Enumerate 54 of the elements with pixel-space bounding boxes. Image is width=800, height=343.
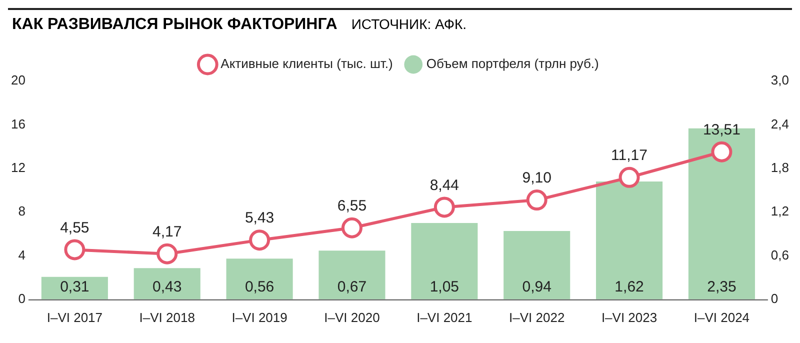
chart-title: КАК РАЗВИВАЛСЯ РЫНОК ФАКТОРИНГА — [12, 16, 338, 34]
bar — [596, 181, 663, 300]
y-tick-label: 12 — [10, 160, 26, 175]
data-label: 1,05 — [430, 278, 460, 296]
bar — [411, 222, 478, 300]
x-tick-label: I–VI 2024 — [694, 310, 750, 325]
y2-tick-label: 0 — [770, 290, 778, 306]
bar — [134, 268, 200, 300]
point — [64, 239, 86, 260]
point — [249, 230, 270, 251]
y-tick-label: 0 — [18, 290, 26, 306]
legend-label: Объем портфеля (трлн руб.) — [426, 56, 599, 72]
bar — [318, 250, 386, 300]
bar — [226, 258, 293, 300]
point — [711, 141, 732, 162]
y-tick-label: 20 — [10, 72, 26, 88]
y2-tick-label: 3,0 — [770, 72, 790, 88]
x-tick-label: I–VI 2023 — [601, 310, 658, 325]
y-tick-label: 4 — [18, 247, 26, 262]
point — [618, 166, 640, 188]
chart-subtitle: ИСТОЧНИК: АФК. — [351, 16, 467, 32]
point — [526, 190, 548, 211]
data-label: 1,62 — [614, 278, 644, 296]
point — [434, 196, 455, 218]
data-label: 6,55 — [337, 198, 367, 215]
data-label: 0,94 — [522, 278, 552, 296]
x-tick-label: I–VI 2021 — [416, 310, 472, 325]
y2-tick-label: 2,4 — [770, 116, 790, 132]
data-label: 13,51 — [702, 122, 740, 139]
data-label: 0,56 — [244, 278, 274, 296]
y-tick-label: 16 — [10, 116, 26, 132]
data-label: 8,44 — [430, 176, 460, 194]
point — [156, 243, 178, 264]
x-tick-label: I–VI 2022 — [509, 310, 565, 325]
data-label: 2,35 — [707, 278, 736, 296]
data-label: 5,43 — [244, 210, 274, 227]
legend-label: Активные клиенты (тыс. шт.) — [220, 56, 393, 72]
data-label: 4,55 — [60, 219, 90, 236]
x-tick-label: I–VI 2020 — [324, 310, 380, 325]
data-label: 0,43 — [152, 278, 182, 296]
data-label: 0,67 — [337, 278, 367, 296]
y2-tick-label: 1,2 — [770, 204, 790, 219]
x-tick-label: I–VI 2017 — [46, 310, 103, 325]
x-tick-label: I–VI 2018 — [139, 310, 195, 325]
data-label: 9,10 — [522, 170, 552, 187]
point — [341, 217, 362, 238]
data-label: 11,17 — [611, 147, 648, 164]
data-label: 4,17 — [152, 224, 182, 241]
data-label: 0,31 — [60, 278, 90, 296]
y2-tick-label: 1,8 — [770, 160, 790, 175]
y2-tick-label: 0,6 — [770, 247, 790, 262]
x-tick-label: I–VI 2019 — [232, 310, 288, 325]
bar — [504, 230, 570, 300]
y-tick-label: 8 — [18, 204, 26, 219]
